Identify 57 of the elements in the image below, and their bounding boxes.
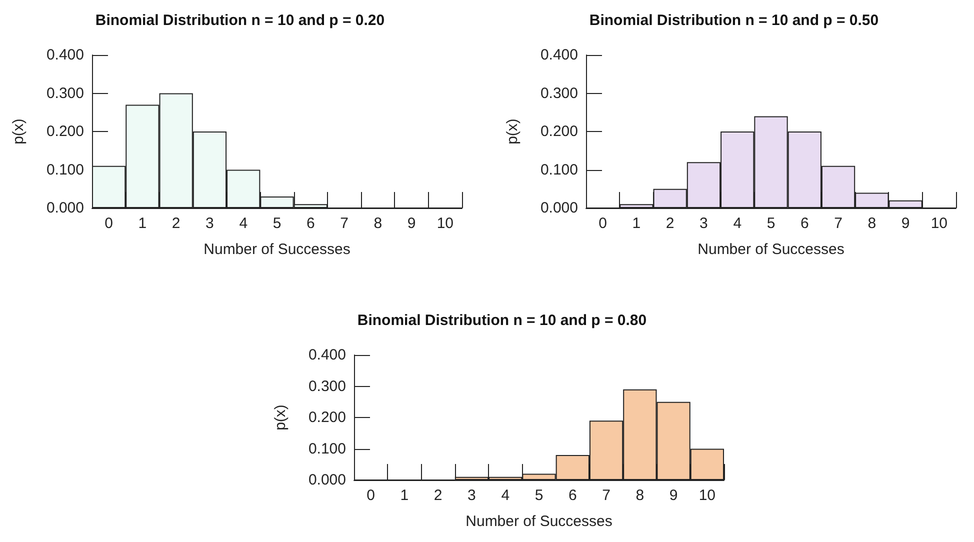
y-tick-label: 0.200 bbox=[540, 123, 578, 140]
y-tick-label: 0.400 bbox=[308, 346, 346, 364]
x-tick-label: 8 bbox=[868, 215, 876, 232]
x-tick-label: 10 bbox=[698, 487, 716, 504]
y-tick-label: 0.100 bbox=[540, 161, 578, 178]
chart-title: Binomial Distribution n = 10 and p = 0.80 bbox=[357, 312, 647, 329]
y-tick-label: 0.000 bbox=[308, 472, 346, 488]
y-axis-title: p(x) bbox=[272, 404, 289, 430]
x-tick-label: 7 bbox=[834, 215, 842, 232]
x-tick-label: 8 bbox=[636, 487, 644, 504]
x-tick-label: 6 bbox=[568, 487, 577, 504]
y-tick-label: 0.300 bbox=[308, 378, 346, 395]
x-tick-label: 3 bbox=[700, 215, 708, 232]
x-tick-label: 4 bbox=[239, 215, 248, 232]
x-tick-label: 2 bbox=[434, 487, 442, 504]
x-tick-label: 10 bbox=[436, 215, 454, 232]
x-tick-label: 4 bbox=[733, 215, 742, 232]
x-tick-label: 3 bbox=[206, 215, 214, 232]
y-tick-label: 0.000 bbox=[46, 200, 84, 216]
x-tick-label: 7 bbox=[340, 215, 348, 232]
y-tick-label: 0.400 bbox=[46, 46, 84, 64]
x-tick-label: 1 bbox=[138, 215, 147, 232]
x-tick-label: 10 bbox=[930, 215, 948, 232]
x-tick-label: 8 bbox=[374, 215, 382, 232]
x-tick-label: 0 bbox=[104, 215, 113, 232]
x-tick-label: 0 bbox=[598, 215, 607, 232]
x-tick-label: 1 bbox=[400, 487, 409, 504]
x-axis-title: Number of Successes bbox=[204, 241, 350, 258]
y-axis-title: p(x) bbox=[504, 118, 521, 144]
x-axis-title: Number of Successes bbox=[698, 241, 844, 258]
x-tick-label: 2 bbox=[666, 215, 674, 232]
y-tick-label: 0.400 bbox=[540, 46, 578, 64]
y-axis-title: p(x) bbox=[10, 118, 27, 144]
x-tick-label: 5 bbox=[766, 215, 776, 232]
x-tick-label: 7 bbox=[602, 487, 610, 504]
y-tick-label: 0.300 bbox=[540, 84, 578, 102]
x-axis-title: Number of Successes bbox=[466, 513, 612, 530]
chart-title: Binomial Distribution n = 10 and p = 0.50 bbox=[589, 12, 879, 29]
x-tick-label: 9 bbox=[901, 215, 910, 232]
x-tick-label: 5 bbox=[272, 215, 282, 232]
y-tick-label: 0.200 bbox=[46, 123, 84, 140]
x-tick-label: 9 bbox=[669, 487, 678, 504]
x-tick-label: 6 bbox=[800, 215, 809, 232]
y-tick-label: 0.100 bbox=[308, 440, 346, 458]
x-tick-label: 2 bbox=[172, 215, 180, 232]
chart-title: Binomial Distribution n = 10 and p = 0.20 bbox=[95, 12, 385, 29]
x-tick-label: 0 bbox=[366, 487, 375, 504]
x-tick-label: 3 bbox=[468, 487, 476, 504]
y-tick-label: 0.300 bbox=[46, 84, 84, 102]
x-tick-label: 1 bbox=[632, 215, 641, 232]
x-tick-label: 6 bbox=[306, 215, 315, 232]
y-tick-label: 0.200 bbox=[308, 409, 346, 426]
y-tick-label: 0.000 bbox=[540, 200, 578, 216]
x-tick-label: 4 bbox=[501, 487, 510, 504]
x-tick-label: 5 bbox=[534, 487, 544, 504]
x-tick-label: 9 bbox=[407, 215, 416, 232]
y-tick-label: 0.100 bbox=[46, 161, 84, 178]
